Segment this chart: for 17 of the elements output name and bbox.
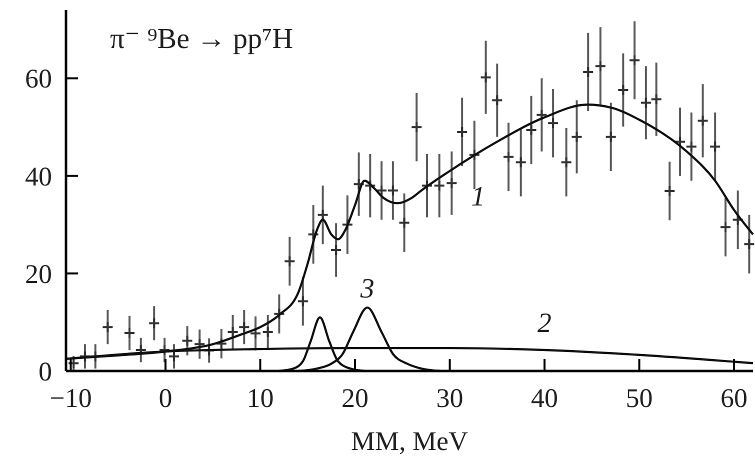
series-label: 2 bbox=[538, 308, 552, 339]
x-tick-label: 20 bbox=[342, 383, 369, 413]
y-tick-label: 40 bbox=[25, 161, 52, 192]
x-tick-label: 60 bbox=[720, 383, 748, 413]
x-tick-label: 10 bbox=[246, 383, 274, 413]
x-tick-label: 30 bbox=[436, 383, 464, 413]
x-tick-label: 0 bbox=[158, 383, 172, 413]
series-label: 1 bbox=[471, 182, 486, 213]
y-tick-label: 0 bbox=[38, 356, 52, 386]
x-tick-label: 40 bbox=[531, 383, 558, 413]
x-axis-title: MM, MeV bbox=[350, 426, 468, 456]
y-tick-label: 60 bbox=[25, 64, 52, 94]
x-tick-label: 50 bbox=[626, 383, 653, 413]
y-tick-label: 20 bbox=[25, 258, 52, 289]
text: π⁻ ⁹Be → pp⁷H bbox=[110, 23, 294, 55]
series-label: 3 bbox=[359, 273, 374, 304]
x-tick-label: −10 bbox=[50, 383, 92, 413]
